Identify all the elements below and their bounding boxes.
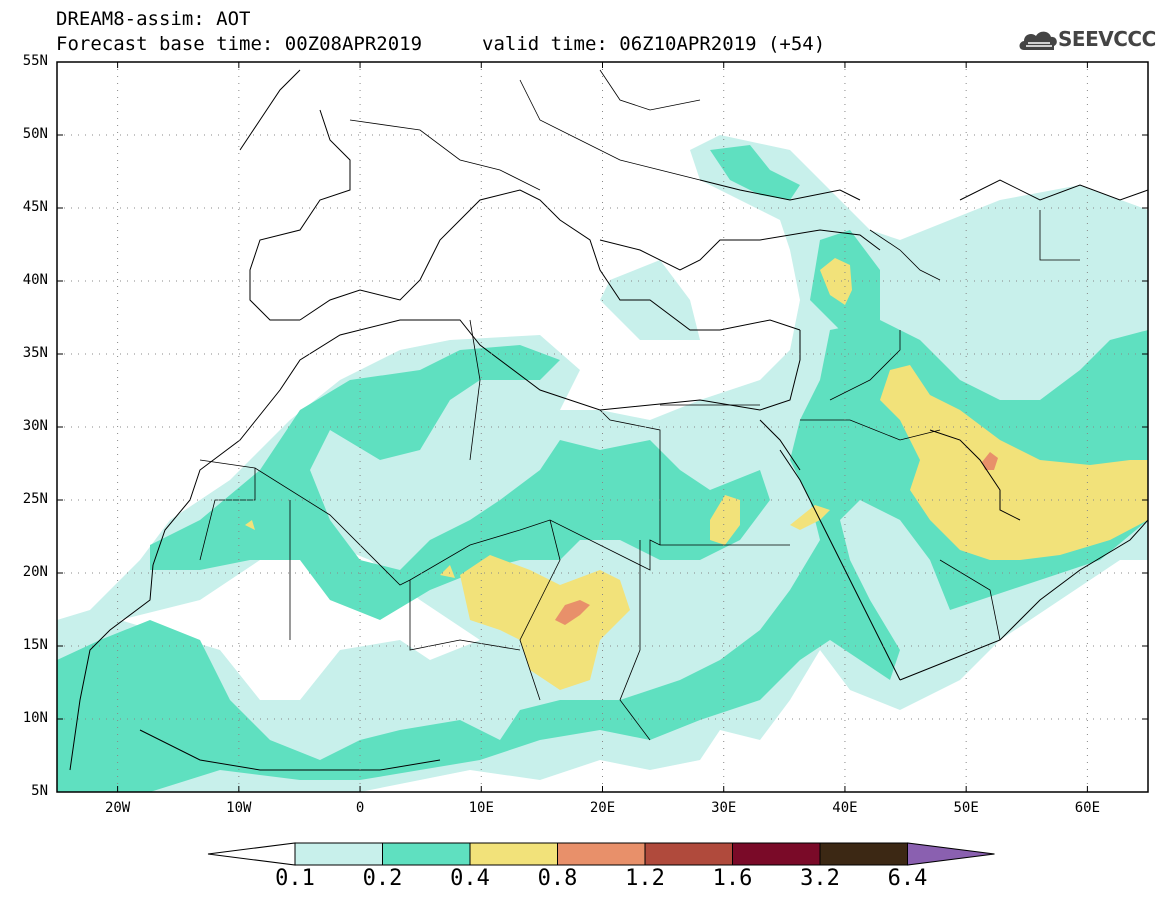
valid-time: valid time: 06Z10APR2019 (+54): [482, 33, 826, 55]
country-borders: [199, 69, 1080, 741]
colorbar-level-label: 0.2: [362, 866, 403, 891]
lon-label: 10W: [226, 800, 252, 816]
axis-ticks: [57, 61, 1148, 793]
lat-label: 35N: [22, 345, 48, 361]
lon-label: 60E: [1074, 800, 1101, 816]
lat-label: 30N: [22, 418, 48, 434]
lat-label: 55N: [22, 53, 48, 69]
colorbar-level-label: 0.4: [450, 866, 490, 891]
lat-label: 10N: [22, 710, 48, 726]
colorbar-level-label: 0.8: [537, 866, 578, 891]
colorbar-level-label: 0.1: [275, 866, 315, 891]
colorbar-level-label: 1.2: [625, 866, 665, 891]
colorbar-level-label: 6.4: [887, 866, 928, 891]
lat-label: 50N: [22, 126, 48, 142]
lat-label: 45N: [22, 199, 48, 215]
lon-label: 40E: [832, 800, 858, 816]
lat-label: 20N: [22, 564, 48, 580]
coastlines: [69, 69, 1148, 771]
chart-title: DREAM8-assim: AOT: [56, 8, 251, 30]
colorbar-level-label: 3.2: [800, 866, 840, 891]
lon-label: 50E: [953, 800, 979, 816]
lon-label: 20E: [589, 800, 616, 816]
lon-label: 20W: [104, 800, 131, 816]
lon-label: 0: [355, 800, 365, 816]
logo-text: SEEVCCC: [1058, 27, 1156, 51]
lat-label: 5N: [31, 783, 48, 799]
aot-contour-0.4: [245, 258, 1148, 690]
lon-label: 10E: [468, 800, 494, 816]
lat-label: 25N: [22, 491, 48, 507]
lat-label: 15N: [22, 637, 48, 653]
grid-lines: [57, 62, 1148, 792]
lon-label: 30E: [711, 800, 737, 816]
lat-label: 40N: [22, 272, 48, 288]
colorbar-level-label: 1.6: [712, 866, 753, 891]
cloud-icon: [1019, 31, 1057, 50]
forecast-base-time: Forecast base time: 00Z08APR2019: [56, 33, 423, 55]
